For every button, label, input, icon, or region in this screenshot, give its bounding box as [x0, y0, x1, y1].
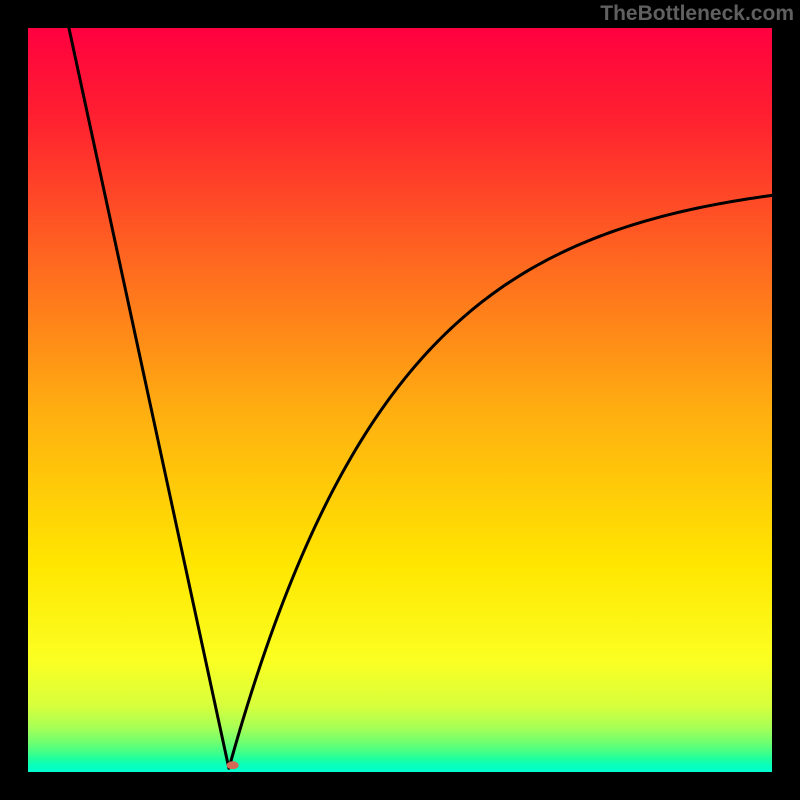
minimum-marker	[227, 761, 239, 769]
watermark-text: TheBottleneck.com	[600, 2, 794, 26]
figure-container: TheBottleneck.com	[0, 0, 800, 800]
bottleneck-chart	[0, 0, 800, 800]
plot-background	[28, 28, 772, 772]
